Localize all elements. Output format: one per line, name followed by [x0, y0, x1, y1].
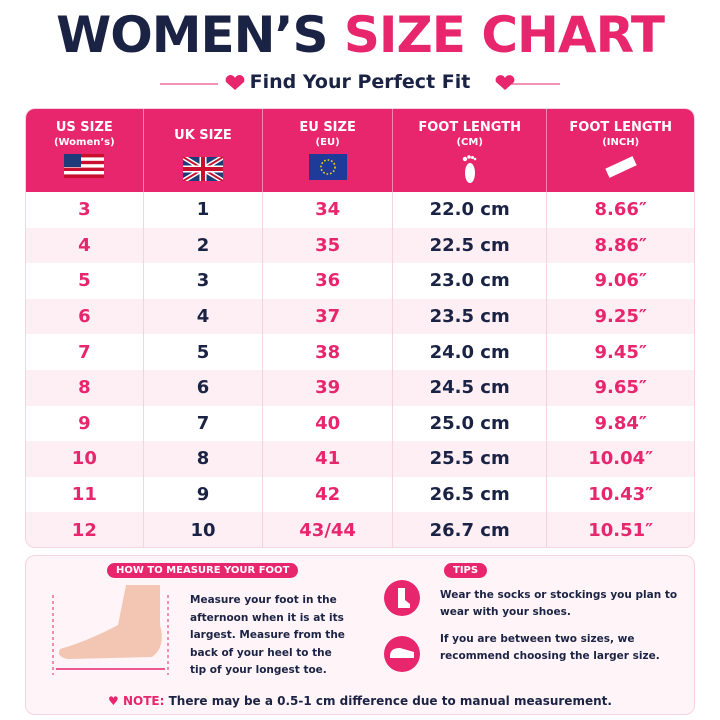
subtitle-decor — [160, 75, 560, 90]
table-cell: 10 — [26, 441, 144, 477]
foot-illustration — [52, 585, 169, 675]
table-cell: 12 — [26, 512, 144, 547]
table-cell: 8.66″ — [594, 199, 647, 221]
table-cell: 3 — [26, 192, 144, 228]
subtitle: Find Your Perfect Fit — [249, 71, 471, 93]
table-cell: 5 — [144, 334, 264, 370]
table-cell: 5 — [26, 263, 144, 299]
table-cell: 22.5 cm — [393, 227, 548, 264]
table-cell: 35 — [263, 227, 393, 264]
table-cell: 9 — [144, 476, 264, 513]
header-label: FOOT LENGTH — [569, 120, 673, 135]
table-cell: 25.0 cm — [393, 405, 548, 442]
header-label: FOOT LENGTH — [418, 120, 521, 135]
table-cell: 8.86″ — [594, 234, 647, 256]
table-cell: 3 — [144, 263, 264, 299]
table-cell: 23.5 cm — [393, 298, 548, 335]
table-cell: 40 — [263, 405, 393, 442]
table-cell: 1 — [144, 192, 264, 228]
ruler-icon — [605, 156, 637, 178]
table-row: 7 5 38 24.0 cm 9.45″ — [26, 334, 694, 370]
header-sublabel: (Women’s) — [53, 137, 115, 148]
uk-flag — [181, 154, 225, 184]
table-cell: 9.45″ — [594, 341, 647, 363]
table-cell: 26.7 cm — [393, 512, 548, 547]
foot-icon — [462, 155, 476, 183]
table-cell: 6 — [144, 369, 264, 406]
header-cell: FOOT LENGTH (INCH) — [547, 109, 694, 192]
table-cell: 6 — [26, 298, 144, 335]
table-cell: 10.51″ — [588, 519, 654, 541]
table-cell: 37 — [263, 298, 393, 335]
header-sublabel: (CM) — [456, 137, 483, 148]
table-cell: 38 — [263, 334, 393, 370]
table-cell: 10.04″ — [588, 448, 654, 470]
table-cell: 36 — [263, 263, 393, 299]
table-row: 3 1 34 22.0 cm 8.66″ — [26, 192, 694, 228]
measure-label: HOW TO MEASURE YOUR FOOT — [107, 563, 299, 578]
header-cell: UK SIZE — [144, 109, 264, 192]
table-cell: 9.65″ — [594, 377, 647, 399]
table-cell: 39 — [263, 369, 393, 406]
table-cell: 2 — [144, 227, 264, 264]
table-cell: 34 — [263, 192, 393, 228]
table-cell: 8 — [144, 441, 264, 477]
measure-text: Measure your foot in the afternoon when … — [190, 594, 345, 676]
table-row: 5 3 36 23.0 cm 9.06″ — [26, 263, 694, 299]
tip-text: Wear the socks or stockings you plan to … — [440, 589, 678, 618]
table-row: 9 7 40 25.0 cm 9.84″ — [26, 405, 694, 442]
table-cell: 4 — [26, 227, 144, 264]
table-cell: 24.5 cm — [393, 369, 548, 406]
table-row: 12 10 43/44 26.7 cm 10.51″ — [26, 512, 694, 547]
table-cell: 8 — [26, 369, 144, 406]
table-cell: 7 — [144, 405, 264, 442]
header-cell: US SIZE (Women’s) — [26, 109, 144, 192]
tips-label: TIPS — [444, 563, 488, 578]
table-cell: 42 — [263, 476, 393, 513]
table-cell: 9.84″ — [594, 412, 647, 434]
title-accent: SIZE CHART — [343, 6, 665, 64]
note-label: ♥ NOTE: — [108, 694, 165, 708]
title: WOMEN’S SIZE CHART — [0, 6, 720, 64]
note-text: There may be a 0.5-1 cm difference due t… — [168, 694, 612, 708]
header-cell: EU SIZE (EU) — [263, 109, 393, 192]
table-cell: 25.5 cm — [393, 441, 548, 477]
tip-icons — [384, 580, 420, 672]
title-dark: WOMEN’S — [56, 6, 328, 64]
note-label-text: NOTE: — [122, 694, 165, 708]
note: ♥ NOTE: There may be a 0.5-1 cm differen… — [0, 694, 720, 708]
table-cell: 23.0 cm — [393, 263, 548, 299]
table-cell: 7 — [26, 334, 144, 370]
table-cell: 10 — [144, 512, 264, 547]
table-cell: 4 — [144, 298, 264, 335]
tip-text: If you are between two sizes, we recomme… — [440, 633, 660, 662]
table-row: 11 9 42 26.5 cm 10.43″ — [26, 476, 694, 513]
table-cell: 22.0 cm — [393, 192, 548, 228]
table-row: 10 8 41 25.5 cm 10.04″ — [26, 441, 694, 477]
size-table: US SIZE (Women’s) UK SIZE EU SIZE (EU) FOO… — [25, 108, 695, 548]
table-body: 3 1 34 22.0 cm 8.66″ 4 2 35 22.5 cm 8.86″ 5 3 36 23.0… — [26, 192, 694, 547]
table-cell: 26.5 cm — [393, 476, 548, 513]
table-cell: 9.25″ — [594, 306, 647, 328]
table-cell: 43/44 — [263, 512, 393, 547]
table-cell: 41 — [263, 441, 393, 477]
header-cell: FOOT LENGTH (CM) — [393, 109, 548, 192]
table-cell: 9.06″ — [594, 270, 647, 292]
header-row: US SIZE (Women’s) UK SIZE EU SIZE (EU) FOO… — [26, 109, 694, 192]
us-flag — [64, 154, 105, 178]
table-cell: 11 — [26, 476, 144, 513]
table-cell: 10.43″ — [588, 484, 654, 506]
header-label: US SIZE — [55, 120, 113, 135]
header-sublabel: (EU) — [315, 137, 340, 148]
header-sublabel: (INCH) — [602, 137, 640, 148]
table-row: 4 2 35 22.5 cm 8.86″ — [26, 227, 694, 264]
header-label: EU SIZE — [299, 120, 356, 135]
eu-flag — [308, 154, 347, 180]
table-row: 8 6 39 24.5 cm 9.65″ — [26, 369, 694, 406]
table-row: 6 4 37 23.5 cm 9.25″ — [26, 298, 694, 335]
table-cell: 24.0 cm — [393, 334, 548, 370]
table-cell: 9 — [26, 405, 144, 442]
header-label: UK SIZE — [174, 128, 232, 143]
